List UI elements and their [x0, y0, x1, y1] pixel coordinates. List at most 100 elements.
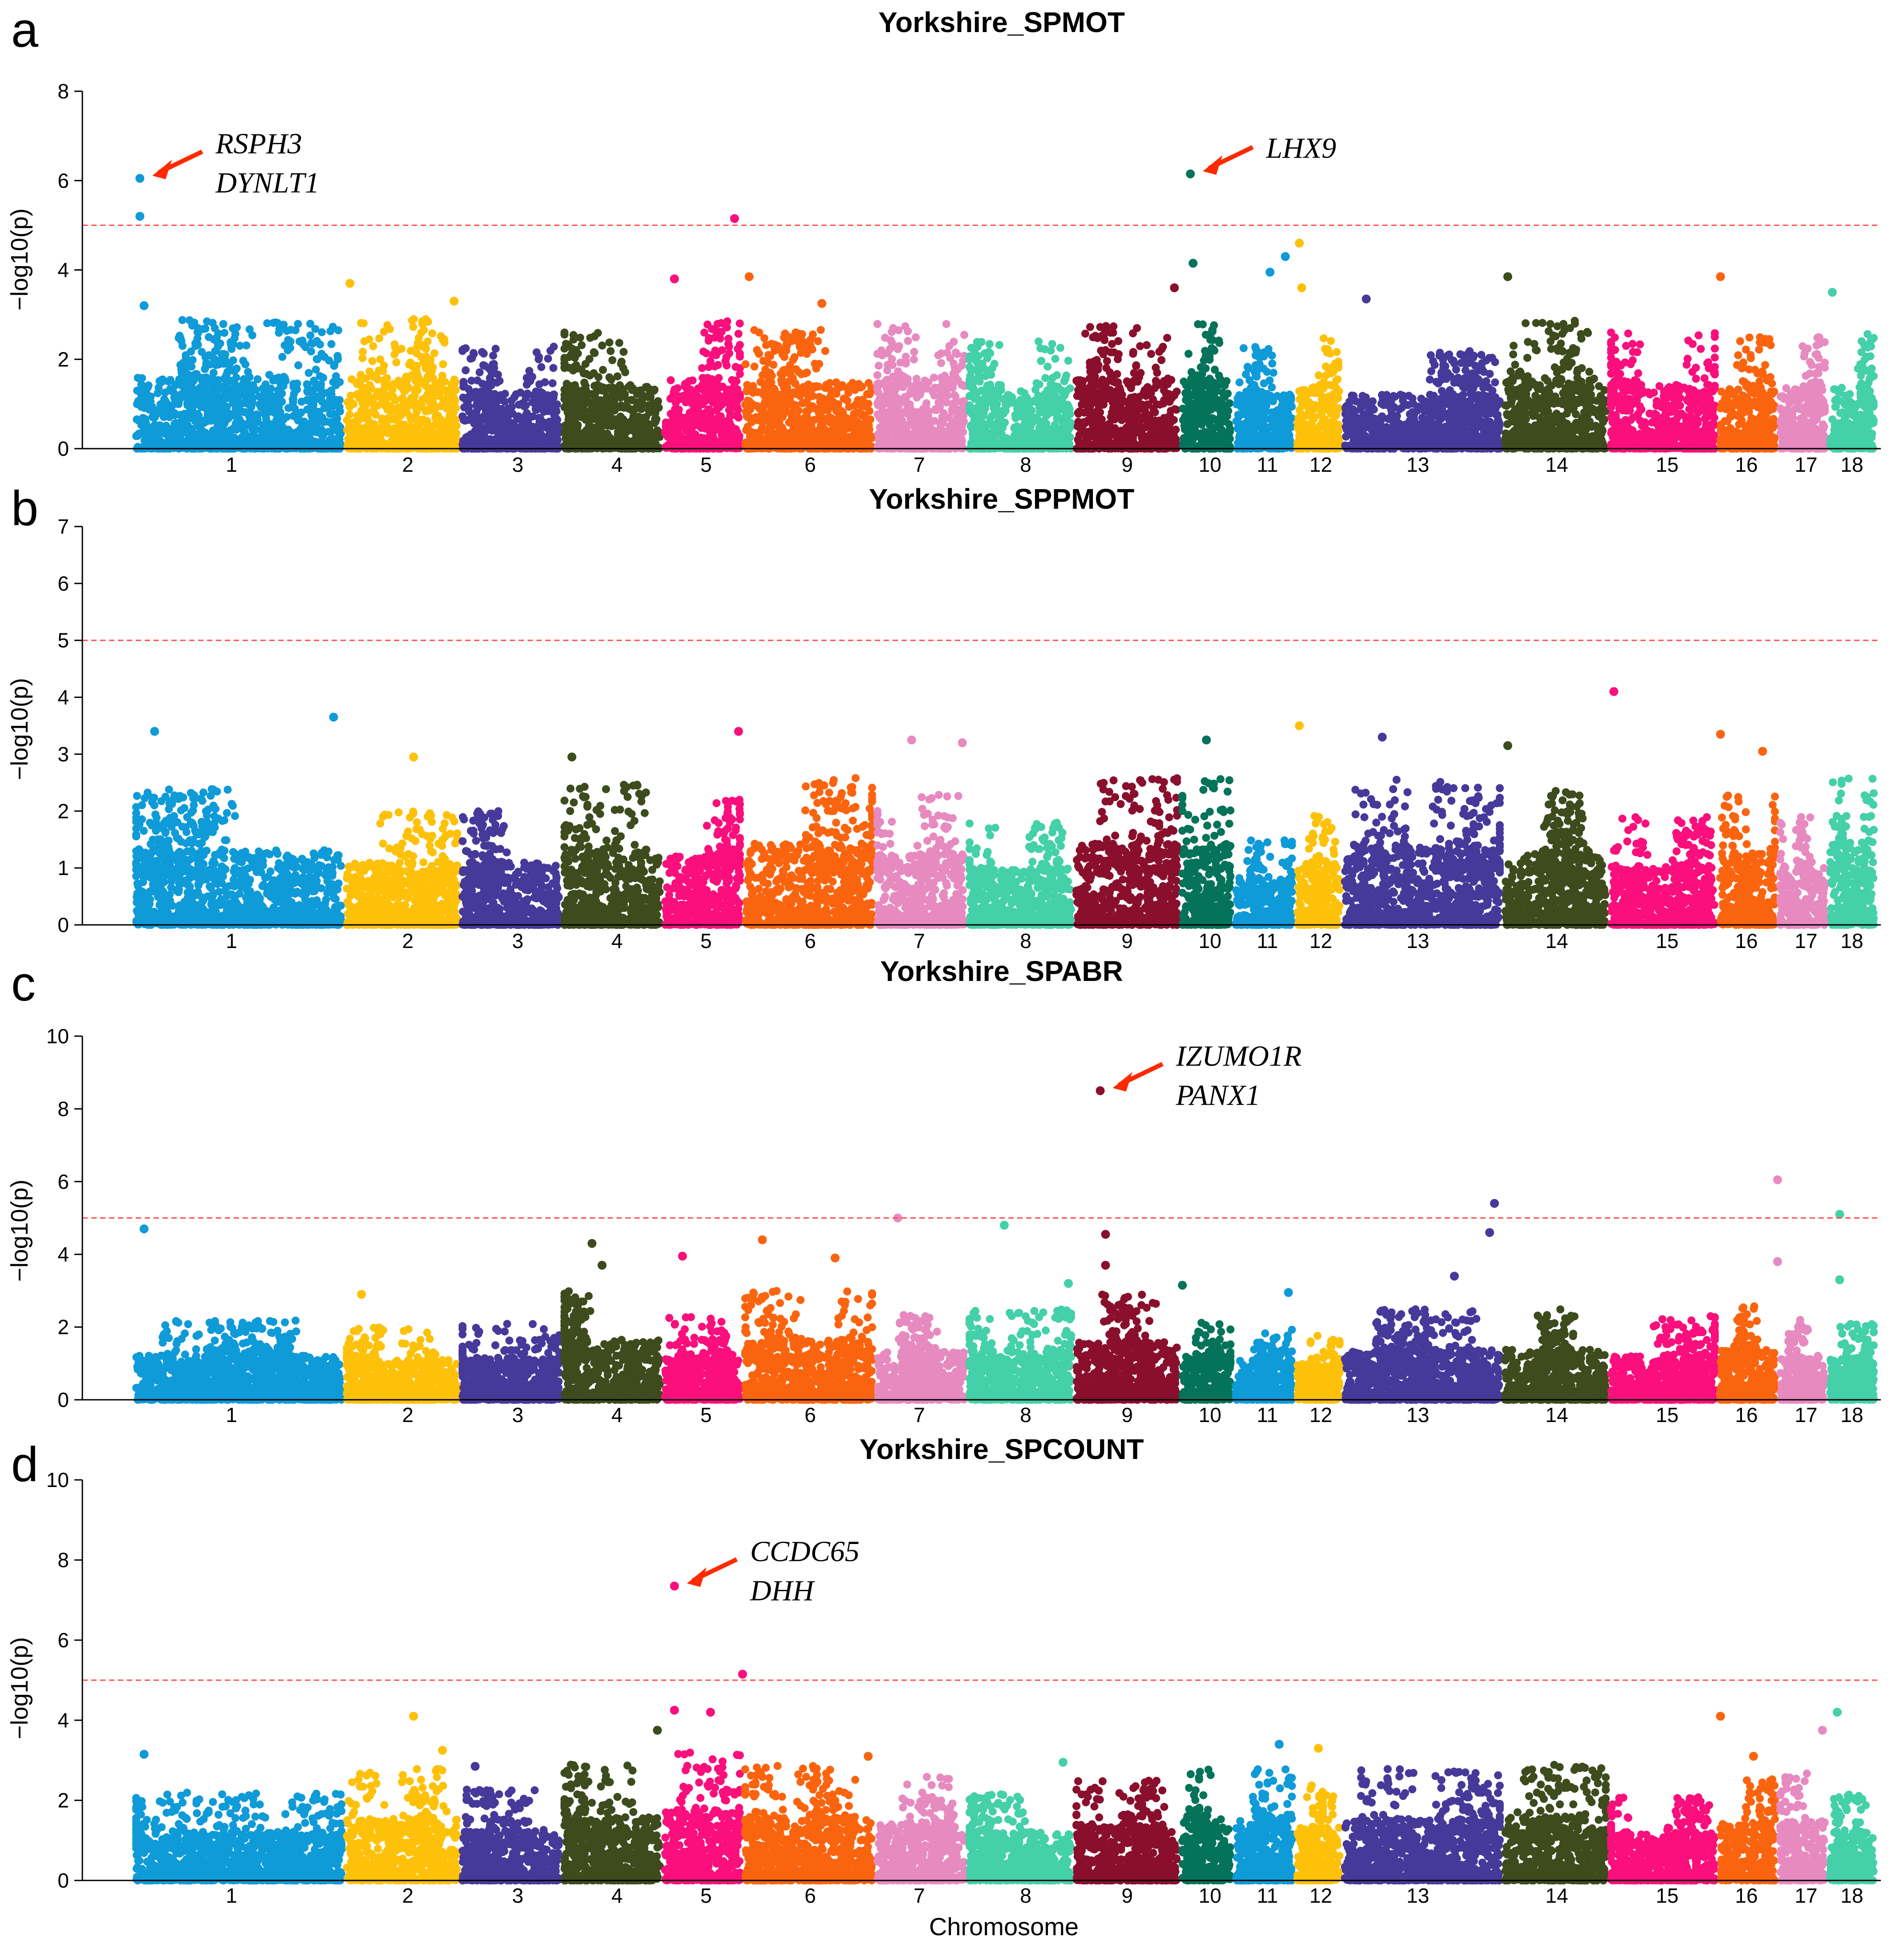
snp-point — [732, 397, 740, 405]
snp-point — [459, 346, 467, 354]
snp-point — [227, 443, 235, 451]
snp-point — [402, 379, 410, 387]
snp-point — [698, 364, 706, 373]
snp-point — [567, 423, 576, 432]
snp-point — [782, 331, 790, 339]
snp-point — [171, 419, 179, 428]
snp-point — [526, 377, 535, 385]
snp-point — [195, 411, 203, 420]
snp-point — [309, 405, 317, 413]
snp-point — [204, 333, 213, 341]
snp-point — [284, 425, 292, 434]
snp-point — [394, 406, 402, 415]
snp-point — [360, 402, 369, 411]
snp-point — [275, 328, 283, 337]
snp-point — [489, 352, 497, 360]
snp-point — [777, 376, 785, 385]
snp-point — [799, 442, 807, 451]
snp-point — [211, 398, 220, 406]
snp-point — [789, 356, 797, 364]
snp-point — [881, 377, 889, 385]
snp-point — [430, 349, 438, 357]
snp-point — [311, 378, 319, 387]
snp-point — [786, 365, 795, 374]
snp-point — [461, 417, 469, 425]
snp-point — [245, 373, 254, 381]
snp-point — [273, 319, 282, 327]
snp-point — [178, 316, 187, 324]
snp-point — [476, 426, 485, 434]
snp-point — [821, 417, 829, 425]
snp-point — [413, 443, 422, 452]
snp-point — [840, 394, 848, 403]
snp-point — [313, 426, 321, 435]
snp-point — [401, 387, 409, 395]
snp-point — [230, 398, 238, 407]
snp-point — [412, 399, 420, 407]
snp-point — [358, 348, 367, 356]
snp-point — [309, 418, 317, 426]
snp-point — [307, 339, 316, 347]
snp-point — [248, 425, 257, 434]
snp-point — [903, 429, 911, 437]
snp-point — [294, 320, 302, 328]
snp-point — [402, 431, 410, 439]
snp-point — [479, 361, 487, 369]
snp-point — [202, 444, 210, 452]
snp-point — [289, 395, 297, 403]
snp-point — [232, 405, 240, 414]
snp-point — [395, 435, 404, 443]
snp-point — [486, 374, 494, 382]
snp-point — [874, 361, 883, 370]
snp-point — [170, 400, 179, 408]
snp-point — [853, 399, 861, 408]
snp-point — [351, 419, 360, 427]
snp-point — [773, 392, 782, 400]
snp-point — [179, 424, 187, 432]
snp-point — [901, 353, 910, 361]
snp-point — [950, 337, 958, 346]
snp-point — [562, 340, 570, 348]
snp-point — [267, 399, 276, 407]
snp-point — [459, 382, 468, 391]
snp-point — [688, 376, 697, 385]
snp-point — [913, 393, 921, 402]
snp-point — [565, 353, 573, 361]
snp-point — [209, 369, 218, 377]
snp-point — [425, 397, 433, 405]
snp-point — [439, 360, 447, 369]
snp-point — [545, 424, 553, 432]
snp-point — [741, 401, 749, 409]
snp-point — [212, 435, 221, 444]
snp-point — [194, 324, 202, 332]
snp-point — [779, 366, 788, 375]
snp-point — [816, 326, 825, 334]
snp-point — [413, 430, 422, 438]
snp-point — [736, 349, 744, 358]
snp-point — [634, 413, 642, 421]
snp-point — [887, 423, 896, 431]
snp-point — [572, 430, 581, 439]
points-layer — [132, 169, 1878, 453]
snp-point — [804, 380, 812, 389]
snp-point — [873, 371, 881, 379]
snp-point — [822, 428, 830, 437]
snp-point — [207, 407, 215, 415]
snp-point — [832, 389, 840, 398]
snp-point — [237, 422, 246, 430]
snp-point — [726, 412, 735, 420]
snp-point — [734, 329, 743, 338]
snp-point — [318, 397, 326, 406]
snp-point — [140, 424, 148, 433]
snp-point — [639, 431, 648, 439]
snp-point — [710, 435, 719, 443]
snp-point — [521, 427, 529, 435]
snp-point — [429, 363, 437, 372]
snp-point — [192, 438, 200, 446]
snp-point — [748, 400, 756, 408]
snp-point — [284, 336, 292, 344]
snp-point — [948, 437, 956, 446]
snp-point — [875, 395, 884, 404]
snp-point — [803, 407, 812, 415]
snp-point — [853, 417, 861, 426]
